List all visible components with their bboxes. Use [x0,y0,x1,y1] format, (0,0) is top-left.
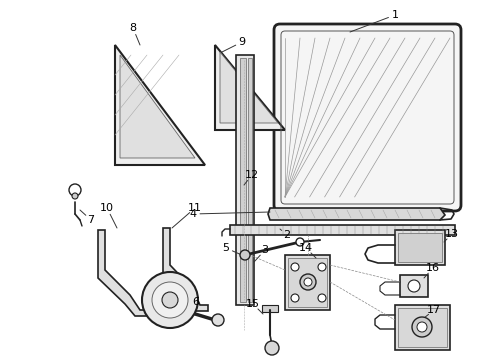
Circle shape [69,184,81,196]
Circle shape [291,294,299,302]
Text: 1: 1 [392,10,398,20]
Circle shape [265,341,279,355]
Circle shape [412,317,432,337]
Bar [400,275,428,297]
Text: 13: 13 [445,229,459,239]
Circle shape [408,280,420,292]
Text: 8: 8 [129,23,137,33]
Bar [398,233,442,262]
Polygon shape [215,45,285,130]
Bar [398,308,447,347]
Text: 2: 2 [283,230,291,240]
Polygon shape [163,228,208,311]
Bar [248,58,252,302]
Text: 3: 3 [262,245,269,255]
Polygon shape [98,230,148,316]
FancyBboxPatch shape [274,24,461,211]
Circle shape [300,274,316,290]
Circle shape [72,193,78,199]
Circle shape [291,263,299,271]
Bar [288,258,327,307]
Text: 9: 9 [239,37,245,47]
Polygon shape [120,55,195,158]
Text: 10: 10 [100,203,114,213]
Bar [262,305,278,312]
Text: 17: 17 [427,305,441,315]
Bar [230,225,455,235]
Circle shape [318,263,326,271]
Circle shape [296,238,304,246]
Circle shape [304,278,312,286]
Bar [236,55,254,305]
Circle shape [417,322,427,332]
Text: 7: 7 [87,215,95,225]
Polygon shape [115,45,205,165]
Text: 15: 15 [246,299,260,309]
Polygon shape [268,208,445,220]
Bar [240,58,246,302]
Bar [395,305,450,350]
Circle shape [152,282,188,318]
Polygon shape [220,52,278,123]
Text: 6: 6 [193,297,199,307]
Bar [285,255,330,310]
Text: 14: 14 [299,243,313,253]
Circle shape [212,314,224,326]
Bar [395,230,445,265]
Text: 16: 16 [426,263,440,273]
Circle shape [318,294,326,302]
Text: 4: 4 [190,209,196,219]
Circle shape [240,250,250,260]
Text: 5: 5 [222,243,229,253]
Text: 12: 12 [245,170,259,180]
Circle shape [162,292,178,308]
Circle shape [142,272,198,328]
Text: 11: 11 [188,203,202,213]
